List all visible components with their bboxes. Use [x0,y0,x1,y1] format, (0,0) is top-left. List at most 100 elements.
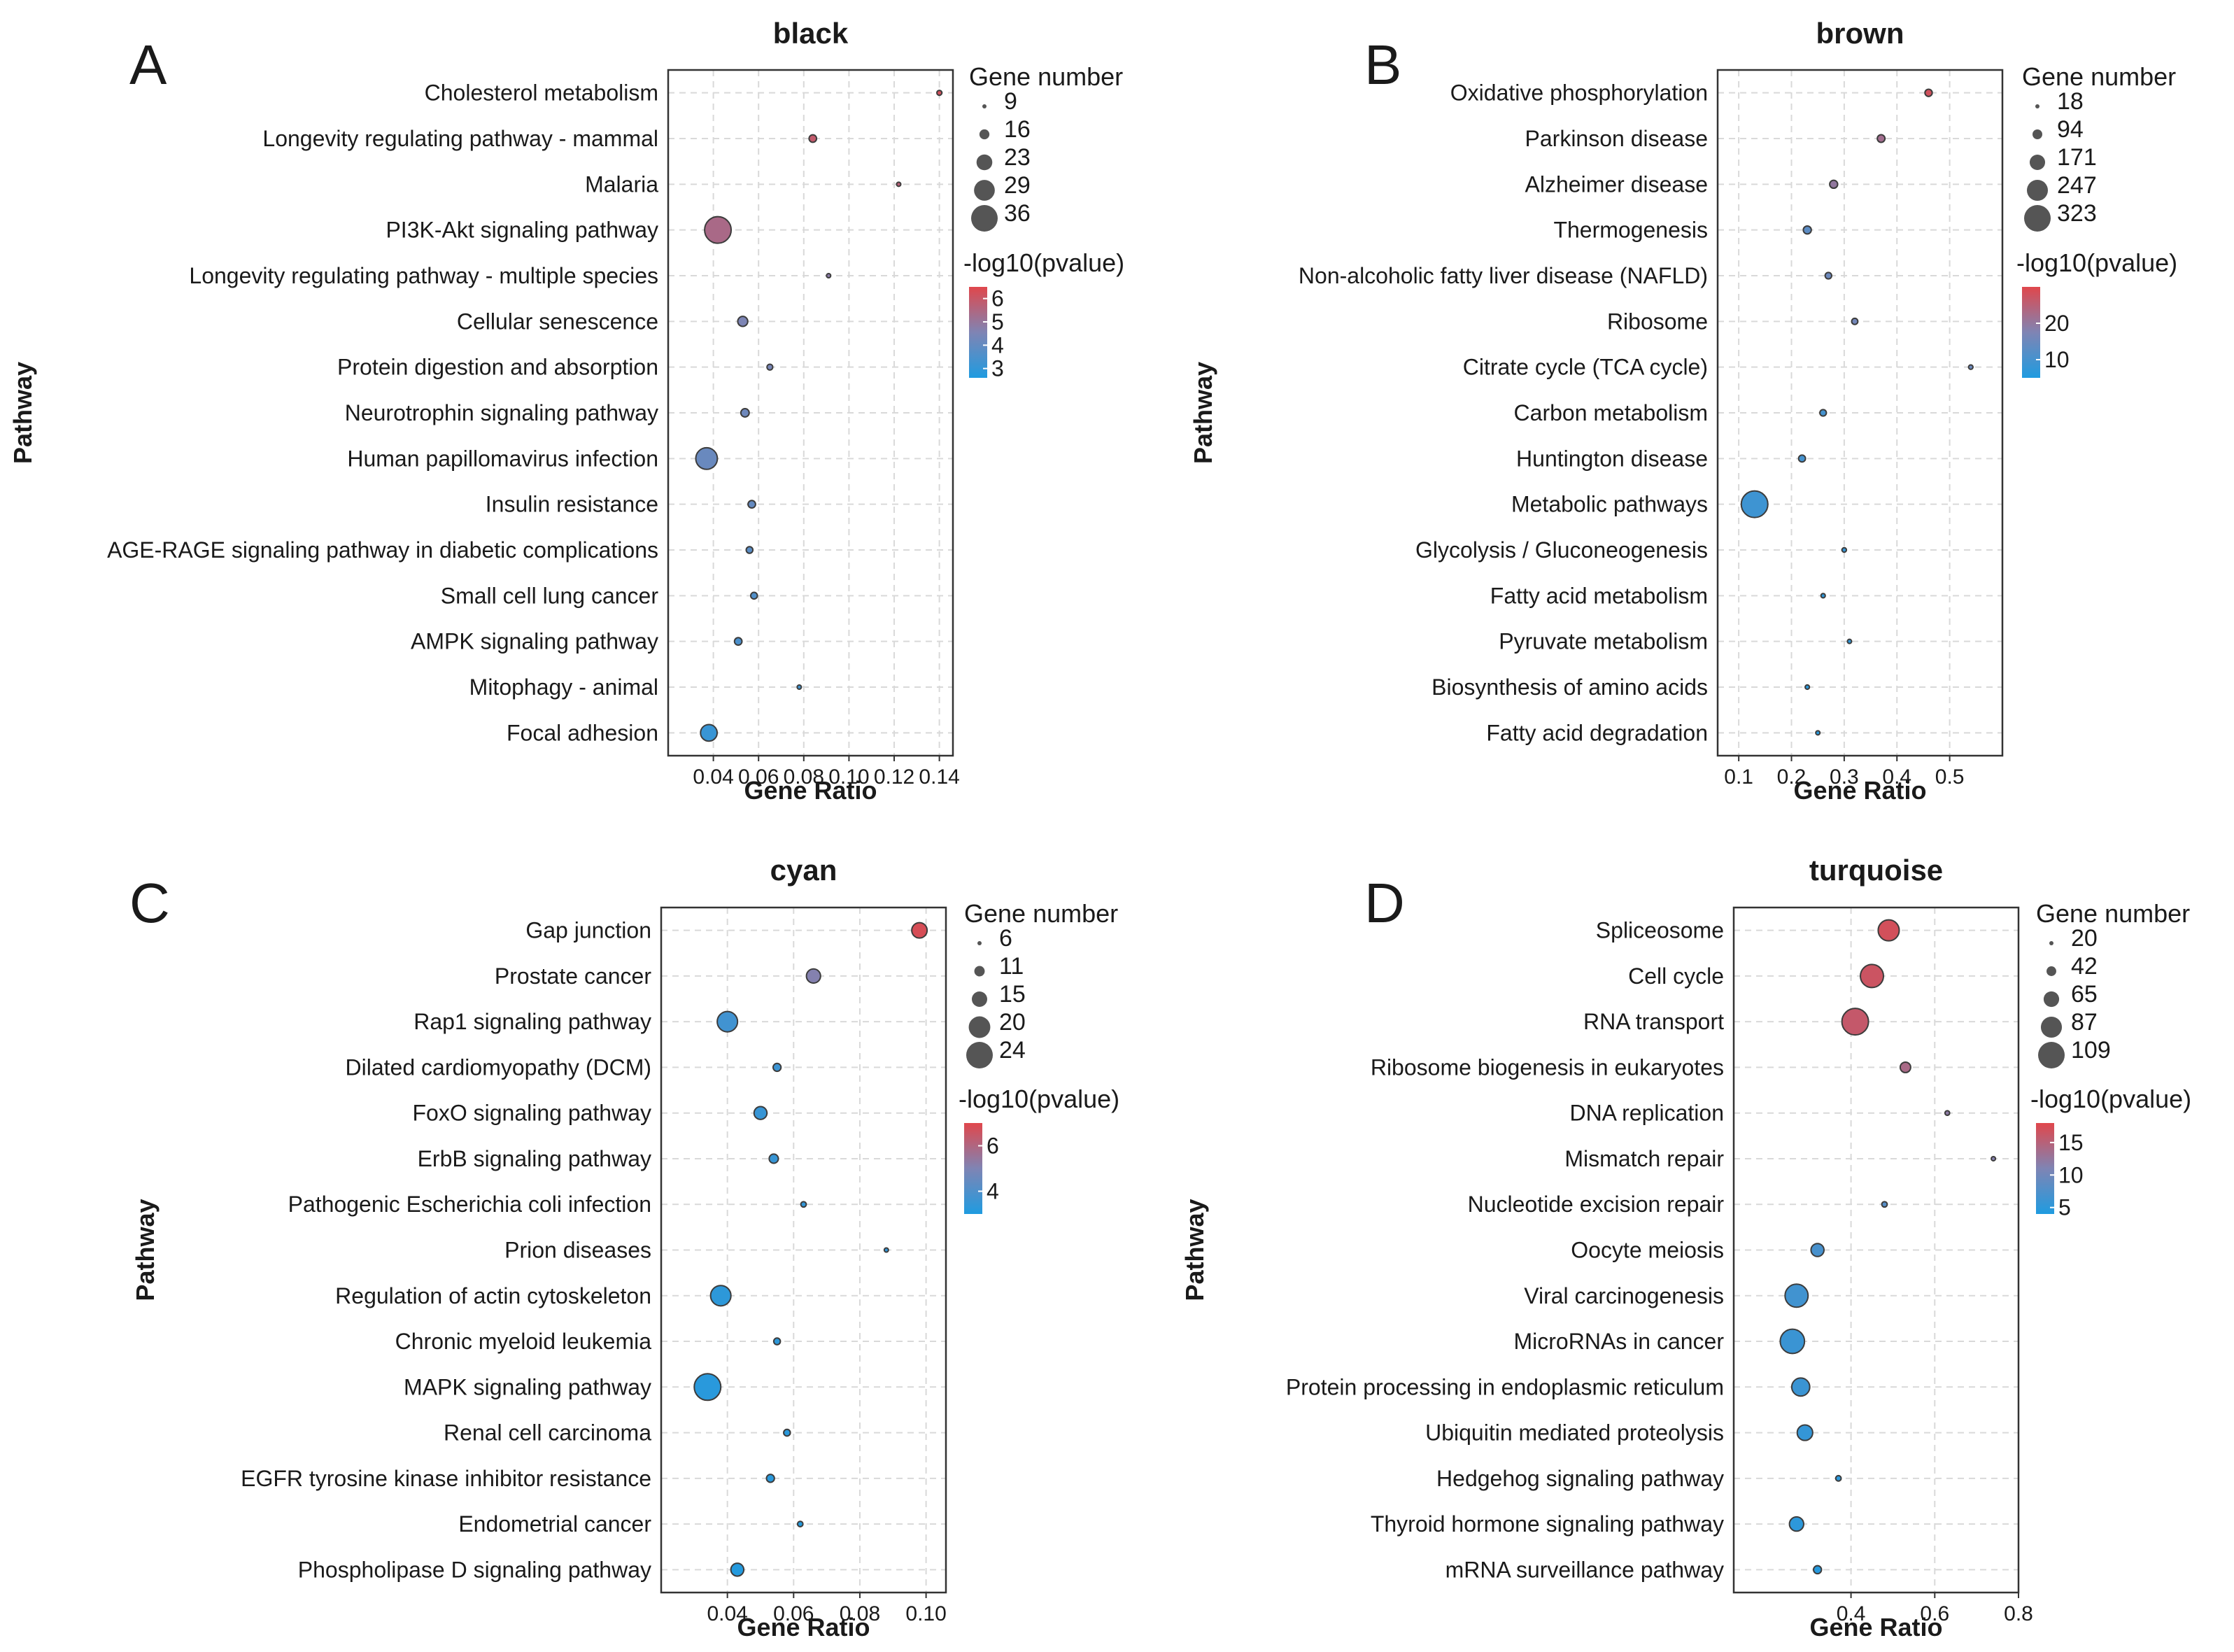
pathway-label: Protein processing in endoplasmic reticu… [1286,1374,1724,1399]
color-legend-title: -log10(pvalue) [959,1085,1119,1113]
pathway-label: Phospholipase D signaling pathway [298,1557,651,1582]
pathway-label: AMPK signaling pathway [411,629,658,654]
pathway-label: Longevity regulating pathway - multiple … [189,263,658,288]
x-tick-label: 0.4 [1882,765,1911,789]
pathway-label: Fatty acid degradation [1486,720,1708,745]
x-tick-label: 0.08 [840,1602,880,1625]
colorbar-tick-label: 5 [2058,1195,2071,1220]
pathway-label: Pathogenic Escherichia coli infection [288,1192,651,1217]
data-point [1834,1474,1842,1482]
pathway-label: Neurotrophin signaling pathway [345,400,658,425]
colorbar [2022,287,2040,378]
pathway-label: Ribosome biogenesis in eukaryotes [1371,1054,1724,1080]
x-tick-label: 0.2 [1777,765,1807,789]
data-point [693,1373,722,1402]
x-ticks: 0.1 0.2 0.3 0.4 0.5 [1724,756,1964,789]
pathway-label: Alzheimer disease [1525,171,1708,197]
data-point [733,637,743,647]
data-point [1944,1110,1951,1117]
data-point [1876,134,1886,143]
size-legend-dot [972,991,987,1007]
size-legend-value: 16 [1004,116,1031,143]
x-tick-label: 0.8 [2004,1602,2033,1625]
pathway-label: EGFR tyrosine kinase inhibitor resistanc… [241,1466,651,1491]
panel-label: D [1364,872,1405,934]
size-legend-value: 18 [2057,88,2084,115]
panel-title: cyan [770,854,837,887]
data-point [1819,409,1828,417]
colorbar-tick-label: 3 [991,356,1004,381]
pathway-label: Ribosome [1607,309,1708,334]
x-ticks: 0.04 0.06 0.08 0.10 [707,1593,947,1625]
data-point [737,316,749,327]
panel-title: turquoise [1809,854,1943,887]
pathway-label: Hedgehog signaling pathway [1436,1466,1724,1491]
x-tick-label: 0.5 [1935,765,1965,789]
pathway-label: Renal cell carcinoma [444,1420,651,1446]
pathway-label: FoxO signaling pathway [412,1101,651,1126]
data-point [826,273,832,278]
size-legend-value: 29 [1004,172,1031,199]
panel-title: brown [1816,17,1904,50]
size-legend-value: 65 [2071,981,2098,1008]
data-point [1991,1155,1997,1162]
data-point [695,446,719,470]
pathway-label: Viral carcinogenesis [1524,1283,1724,1308]
size-legend-value: 20 [2071,925,2098,952]
pathway-label: Pyruvate metabolism [1499,629,1708,654]
size-legend-value: 6 [999,925,1012,952]
x-tick-label: 0.3 [1830,765,1859,789]
colorbar [2036,1123,2054,1214]
plot-frame [1732,906,2020,1594]
size-legend-dot [2049,941,2053,945]
size-legend-value: 9 [1004,88,1017,115]
data-point [1820,593,1826,599]
color-legend: -log10(pvalue) 20 10 [2016,248,2177,378]
size-legend-value: 24 [999,1037,1026,1064]
pathway-label: Non-alcoholic fatty liver disease (NAFLD… [1299,263,1708,288]
x-tick-label: 0.14 [919,765,959,789]
x-tick-label: 0.04 [707,1602,747,1625]
data-point [768,1153,779,1164]
data-point [1810,1243,1825,1257]
size-legend-dot [2026,179,2049,202]
data-points [1740,88,1974,736]
plot-frame [1716,69,2004,757]
size-legend-dot [974,966,985,977]
data-point [800,1201,807,1208]
size-legend-dot [2024,205,2051,232]
data-points [693,922,928,1577]
size-legend-dot [2038,1042,2065,1068]
size-legend-title: Gene number [2022,62,2176,91]
y-axis-title: Pathway [1189,362,1217,464]
data-point [1851,317,1859,325]
data-point [1784,1283,1809,1308]
y-axis-title: Pathway [131,1199,160,1301]
grid [1718,70,2002,756]
pathway-label: Cell cycle [1628,963,1724,989]
pathway-label: Chronic myeloid leukemia [395,1329,652,1354]
size-legend-value: 87 [2071,1009,2098,1036]
size-legend-value: 94 [2057,116,2084,143]
x-axis-title: Gene Ratio [1809,1613,1942,1642]
data-point [1881,1201,1888,1208]
x-ticks: 0.04 0.06 0.08 0.10 0.12 0.14 [693,756,960,789]
data-point [730,1562,745,1577]
data-point [1797,454,1807,463]
data-point [1813,1565,1823,1575]
data-point [805,968,821,984]
pathway-label: Glycolysis / Gluconeogenesis [1415,537,1708,563]
pathway-label: Malaria [585,171,658,197]
data-points [1779,919,1997,1575]
data-point [709,1285,732,1307]
pathway-label: Metabolic pathways [1511,492,1708,517]
x-axis-title: Gene Ratio [737,1613,870,1642]
color-legend: -log10(pvalue) 15 10 5 [2030,1085,2191,1220]
pathway-label: Citrate cycle (TCA cycle) [1463,355,1708,380]
x-tick-label: 0.1 [1724,765,1753,789]
pathway-label: Mismatch repair [1564,1146,1724,1171]
